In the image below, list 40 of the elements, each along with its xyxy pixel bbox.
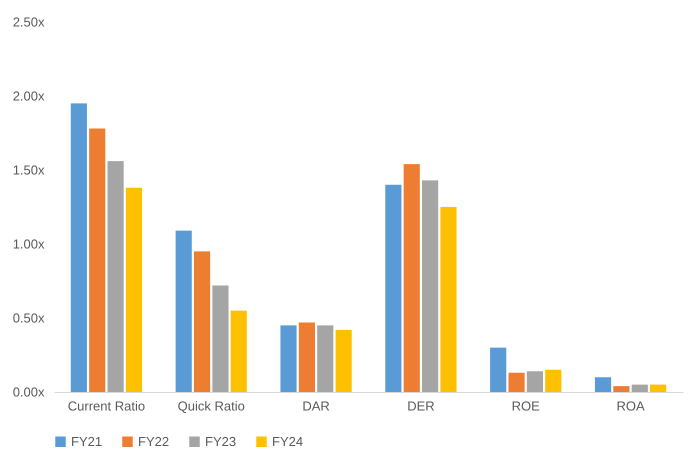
bar [422, 180, 438, 392]
y-tick-label: 2.50x [12, 14, 45, 30]
bar [108, 161, 124, 392]
x-tick-label: ROA [616, 398, 645, 414]
legend-label: FY23 [205, 434, 236, 449]
bar [89, 128, 106, 392]
x-tick-label: DAR [302, 398, 330, 414]
bar [650, 384, 666, 392]
bar [194, 251, 210, 392]
bar [613, 386, 630, 392]
x-tick-label: DER [407, 398, 435, 414]
bar [298, 322, 315, 392]
bar [526, 371, 544, 392]
bar [230, 310, 247, 392]
bar [508, 372, 525, 392]
y-tick-label: 0.50x [12, 310, 45, 326]
bar [594, 377, 612, 392]
bar [280, 325, 297, 392]
y-tick-label: 1.50x [12, 162, 45, 178]
bar [126, 188, 142, 392]
legend-label: FY24 [272, 434, 304, 449]
y-tick-label: 0.00x [12, 384, 45, 400]
bar [336, 330, 352, 392]
bar [212, 285, 229, 392]
legend-label: FY21 [71, 434, 102, 449]
y-tick-label: 1.00x [12, 236, 45, 252]
bar [70, 103, 87, 392]
bar [176, 230, 192, 392]
bar [440, 207, 457, 392]
x-tick-label: Quick Ratio [178, 398, 245, 414]
bar [385, 184, 402, 392]
x-tick-label: Current Ratio [68, 398, 146, 414]
bar [404, 164, 420, 392]
bar [317, 325, 334, 392]
bar [490, 348, 506, 392]
legend-label: FY22 [138, 434, 170, 449]
x-tick-label: ROE [512, 398, 540, 414]
y-tick-label: 2.00x [12, 88, 45, 104]
bar [545, 370, 562, 392]
bar [632, 384, 648, 392]
